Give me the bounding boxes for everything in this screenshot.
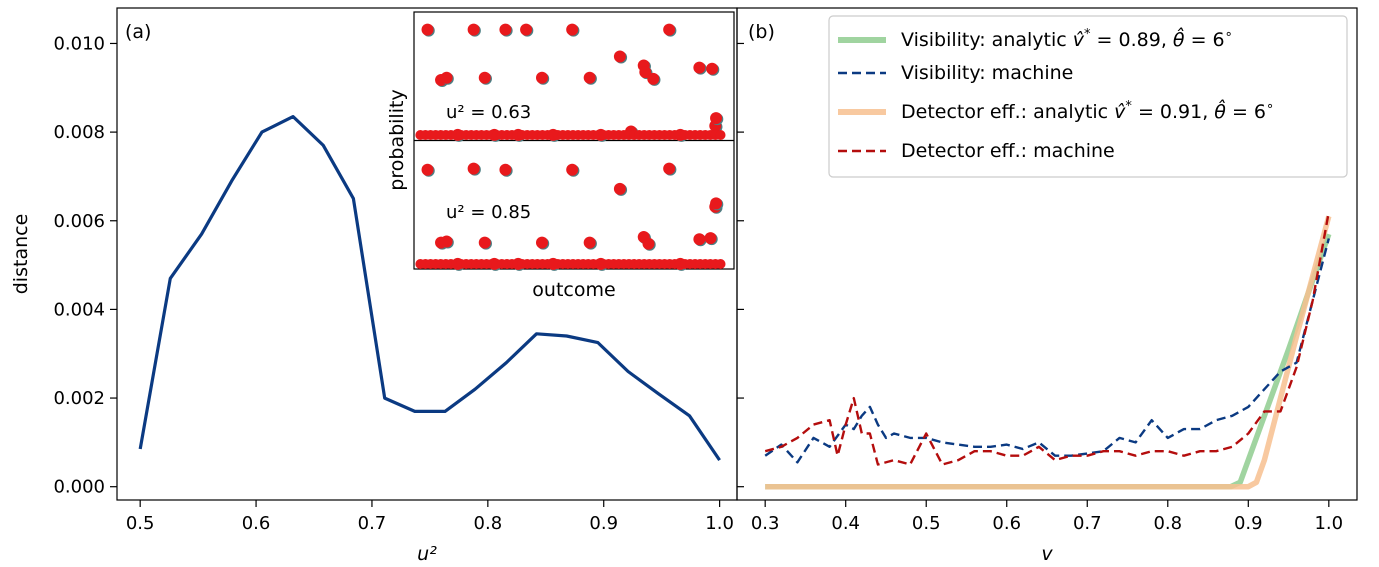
x-tick-label: 0.8: [1153, 513, 1182, 534]
inset-point-machine: [421, 23, 434, 36]
inset-point-machine: [536, 71, 548, 84]
x-tick-label: 1.0: [705, 513, 734, 534]
inset-point-machine: [710, 112, 723, 125]
inset-annotation-bottom: u² = 0.85: [446, 202, 531, 223]
x-tick-label: 0.8: [474, 513, 503, 534]
inset-point-machine: [693, 233, 706, 246]
panel-b-y-ticks: [737, 42, 744, 488]
inset-point-machine: [478, 71, 491, 84]
panel-a-x-ticks: 0.5 0.6 0.7 0.8 0.9 1.0: [126, 500, 734, 534]
inset-point-machine: [663, 23, 676, 36]
inset-point-machine: [642, 237, 655, 250]
series-line-3: [765, 215, 1332, 490]
y-tick-label: 0.006: [53, 211, 105, 232]
inset-point-machine: [715, 259, 726, 269]
panel-b-series: [764, 211, 1332, 490]
legend: Visibility: analytic v̂* = 0.89, θ̂ = 6∘…: [828, 15, 1348, 178]
inset: u² = 0.63 u² = 0.85 probability outcome: [386, 11, 735, 301]
inset-point-machine: [639, 66, 652, 79]
x-tick-label: 0.3: [751, 513, 780, 534]
inset-point-machine: [499, 23, 512, 36]
series-line-4: [764, 211, 1330, 466]
y-tick-label: 0.008: [53, 122, 105, 143]
x-tick-label: 0.5: [126, 513, 155, 534]
panel-b-x-label: v: [1041, 543, 1053, 565]
legend-label-3: Detector eff.: analytic v̂* = 0.91, θ̂ =…: [901, 99, 1274, 123]
inset-point-machine: [467, 23, 480, 36]
x-tick-label: 0.4: [831, 513, 860, 534]
legend-label-2: Visibility: machine: [901, 62, 1073, 84]
inset-point-machine: [467, 162, 480, 175]
inset-point-machine: [566, 23, 579, 36]
x-tick-label: 1.0: [1314, 513, 1343, 534]
inset-point-machine: [704, 232, 717, 245]
inset-point-machine: [693, 61, 706, 74]
inset-point-machine: [536, 236, 548, 249]
inset-point-machine: [583, 236, 596, 249]
panel-b-label: (b): [748, 21, 775, 43]
x-tick-label: 0.7: [358, 513, 387, 534]
x-tick-label: 0.5: [912, 513, 941, 534]
x-tick-label: 0.6: [992, 513, 1021, 534]
inset-x-label: outcome: [532, 279, 615, 301]
y-tick-label: 0.010: [53, 33, 105, 54]
inset-point-machine: [478, 236, 491, 249]
inset-point-machine: [520, 23, 533, 36]
y-tick-label: 0.000: [53, 477, 105, 498]
series-line-distance: [138, 114, 721, 461]
legend-frame: [828, 15, 1348, 178]
panel-b-frame: [736, 7, 1358, 501]
inset-point-machine: [421, 163, 434, 176]
panel-a-y-ticks: 0.000 0.002 0.004 0.006 0.008 0.010: [53, 33, 117, 498]
x-tick-label: 0.9: [589, 513, 618, 534]
panel-b: (b) 0.3 0.4 0.5 0.6 0.7 0.8 0.9 1.0 v Visibilit…: [736, 7, 1358, 565]
legend-label-4: Detector eff.: machine: [901, 140, 1115, 162]
x-tick-label: 0.7: [1073, 513, 1102, 534]
inset-point-machine: [566, 163, 579, 176]
x-tick-label: 0.9: [1234, 513, 1263, 534]
inset-point-machine: [499, 163, 512, 176]
inset-point-machine: [706, 62, 719, 75]
panel-a-series: [138, 114, 721, 461]
series-line-2: [764, 238, 1330, 464]
panel-a-x-label: u²: [417, 543, 437, 565]
panel-a-y-label: distance: [10, 214, 32, 295]
y-tick-label: 0.004: [53, 299, 105, 320]
y-tick-label: 0.002: [53, 388, 105, 409]
inset-points: [415, 23, 726, 271]
inset-point-machine: [647, 72, 660, 85]
inset-point-machine: [440, 235, 453, 248]
legend-label-1: Visibility: analytic v̂* = 0.89, θ̂ = 6∘: [901, 27, 1233, 51]
panel-b-x-ticks: 0.3 0.4 0.5 0.6 0.7 0.8 0.9 1.0: [751, 500, 1343, 534]
inset-point-machine: [710, 197, 723, 210]
x-tick-label: 0.6: [242, 513, 271, 534]
inset-point-machine: [663, 162, 676, 175]
inset-point-machine: [715, 130, 726, 140]
inset-annotation-top: u² = 0.63: [446, 102, 531, 123]
inset-y-label: probability: [386, 89, 408, 190]
inset-point-machine: [583, 71, 596, 84]
inset-point-machine: [613, 182, 626, 195]
inset-point-machine: [613, 50, 626, 63]
inset-point-machine: [440, 71, 453, 84]
panel-a-label: (a): [125, 21, 151, 43]
